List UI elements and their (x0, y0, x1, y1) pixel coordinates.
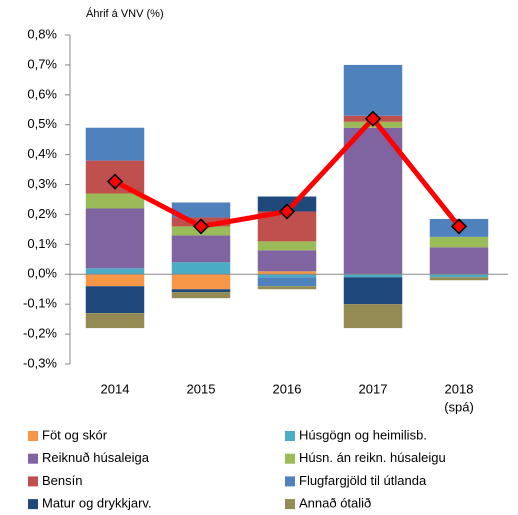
x-tick-note: (spá) (444, 399, 474, 414)
bar-segment (429, 236, 489, 248)
bar-segment (257, 241, 317, 251)
legend-label: Föt og skór (42, 427, 108, 442)
x-tick-label: 2015 (187, 381, 216, 396)
bar-segment (85, 274, 145, 287)
total-marker (278, 203, 296, 220)
legend-swatch (285, 499, 295, 510)
legend-label: Annað ótalið (299, 496, 371, 511)
legend-swatch (28, 499, 38, 510)
y-tick-label: 0,3% (27, 176, 57, 191)
bar-segment (171, 262, 231, 275)
total-marker (192, 218, 210, 235)
legend-swatch (28, 453, 38, 464)
legend-swatch (285, 431, 295, 441)
legend-label: Húsgögn og heimilisb. (299, 427, 427, 442)
bar-segment (429, 274, 489, 278)
bar-segment (171, 202, 231, 218)
y-tick-label: -0,2% (23, 326, 57, 341)
bar-segment (343, 127, 403, 275)
bar-segment (257, 271, 317, 275)
bar-segment (257, 250, 317, 272)
total-marker (106, 173, 124, 190)
bar-segment (429, 247, 489, 275)
bar-segment (171, 235, 231, 263)
y-tick-label: 0,6% (27, 86, 57, 101)
y-tick-label: 0,2% (27, 206, 57, 221)
y-axis-label: Áhrif á VNV (%) (86, 7, 164, 20)
y-tick-label: 0,4% (27, 146, 57, 161)
bar-segment (85, 313, 145, 329)
bar-segment (85, 193, 145, 209)
bar-segment (429, 277, 489, 281)
legend-label: Flugfargjöld til útlanda (299, 473, 427, 488)
bar-segment (171, 289, 231, 293)
legend-label: Bensín (42, 473, 82, 488)
legend-label: Reiknuð húsaleiga (42, 450, 150, 465)
x-tick-label: 2017 (359, 381, 388, 396)
y-tick-label: -0,1% (23, 296, 57, 311)
bar-segment (343, 64, 403, 116)
x-tick-label: 2016 (273, 381, 302, 396)
bar-segment (343, 304, 403, 329)
bar-segment (85, 127, 145, 161)
bar-segment (257, 277, 317, 287)
bar-segment (257, 274, 317, 278)
y-tick-label: -0,3% (23, 355, 57, 370)
bar-segment (171, 274, 231, 290)
bar-segment (343, 277, 403, 305)
y-tick-label: 0,1% (27, 236, 57, 251)
y-tick-label: 0,5% (27, 116, 57, 131)
y-tick-label: 0,0% (27, 266, 57, 281)
total-marker (364, 110, 382, 127)
bar-segment (85, 286, 145, 314)
legend-swatch (285, 453, 295, 464)
x-tick-label: 2014 (101, 381, 130, 396)
total-marker (450, 218, 468, 235)
y-tick-label: 0,7% (27, 56, 57, 71)
bar-segment (171, 292, 231, 299)
bar-segment (343, 274, 403, 278)
legend-swatch (28, 476, 38, 487)
legend-swatch (28, 431, 38, 441)
y-tick-label: 0,8% (27, 26, 57, 41)
bar-segment (85, 268, 145, 275)
legend-label: Húsn. án reikn. húsaleigu (299, 450, 446, 465)
bar-segment (85, 208, 145, 269)
x-tick-label: 2018 (445, 381, 474, 396)
bar-segment (257, 286, 317, 290)
legend-swatch (285, 476, 295, 487)
legend-label: Matur og drykkjarv. (42, 496, 152, 511)
